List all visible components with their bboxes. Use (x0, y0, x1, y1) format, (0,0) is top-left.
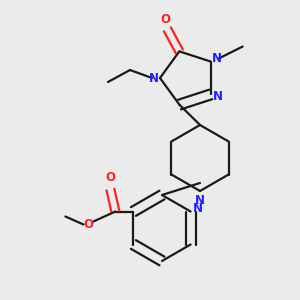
Text: N: N (212, 52, 222, 65)
Text: O: O (83, 218, 93, 231)
Text: N: N (149, 71, 159, 85)
Text: N: N (195, 194, 205, 208)
Text: N: N (213, 90, 223, 103)
Text: O: O (160, 13, 170, 26)
Text: O: O (105, 171, 116, 184)
Text: N: N (193, 202, 202, 215)
